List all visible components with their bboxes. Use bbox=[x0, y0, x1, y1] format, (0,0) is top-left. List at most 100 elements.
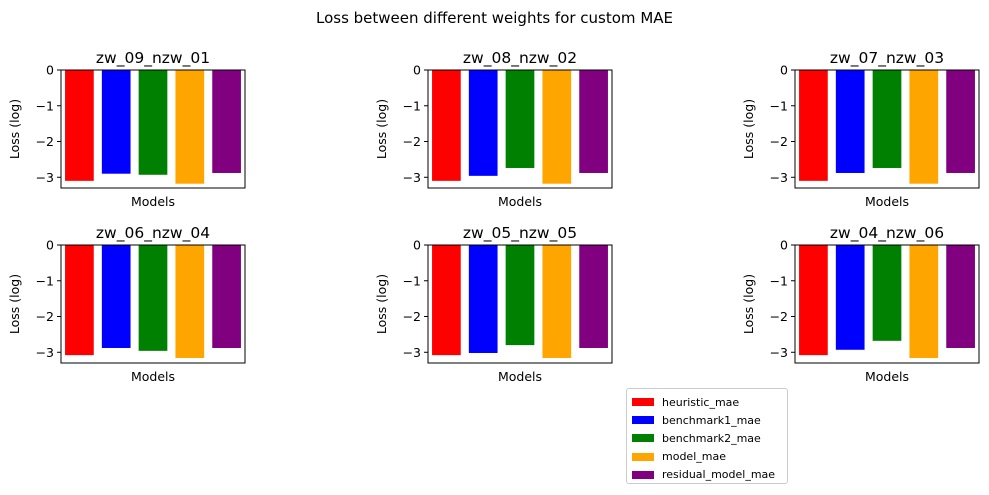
bar bbox=[212, 245, 241, 348]
bar bbox=[909, 70, 939, 184]
y-tick-label: −3 bbox=[770, 170, 788, 185]
y-tick-label: −2 bbox=[770, 134, 788, 149]
y-tick-label: −2 bbox=[36, 134, 54, 149]
subplot-grid: 0 −1 −2 −3 zw_09_nzw_01 Models Loss (log) 0 −1 −2… bbox=[7, 49, 980, 384]
y-axis-label: Loss (log) bbox=[741, 274, 756, 334]
bar bbox=[175, 245, 205, 358]
y-tick-label: −1 bbox=[770, 273, 788, 288]
subplot-title: zw_04_nzw_06 bbox=[830, 224, 944, 243]
legend-swatch bbox=[632, 416, 654, 425]
y-tick-label: 0 bbox=[413, 63, 421, 78]
bar bbox=[946, 70, 975, 173]
legend-label: heuristic_mae bbox=[662, 395, 740, 409]
legend-item: residual_model_mae bbox=[632, 466, 787, 484]
subplot-panel: 0 −1 −2 −3 zw_08_nzw_02 Models Loss (log) bbox=[374, 49, 613, 209]
y-axis-label: Loss (log) bbox=[374, 99, 389, 159]
y-tick-label: −1 bbox=[403, 98, 421, 113]
y-tick-label: −1 bbox=[36, 273, 54, 288]
subplot-panel: 0 −1 −2 −3 zw_09_nzw_01 Models Loss (log) bbox=[7, 49, 246, 209]
bar bbox=[505, 245, 535, 346]
figure-title: Loss between different weights for custo… bbox=[316, 9, 673, 27]
legend-item: heuristic_mae bbox=[632, 393, 787, 411]
bar bbox=[946, 245, 975, 348]
bar bbox=[432, 245, 461, 356]
legend-swatch bbox=[632, 434, 654, 443]
bar bbox=[468, 245, 498, 353]
axes-frame bbox=[794, 69, 980, 189]
subplot-title: zw_09_nzw_01 bbox=[96, 49, 210, 68]
y-axis-label: Loss (log) bbox=[7, 274, 22, 334]
subplot-title: zw_08_nzw_02 bbox=[463, 49, 577, 68]
legend-item: benchmark2_mae bbox=[632, 429, 787, 447]
subplot-panel: 0 −1 −2 −3 zw_05_nzw_05 Models Loss (log) bbox=[374, 224, 613, 384]
axes-frame bbox=[60, 69, 246, 189]
legend-item: model_mae bbox=[632, 448, 787, 466]
subplot-panel: 0 −1 −2 −3 zw_07_nzw_03 Models Loss (log) bbox=[741, 49, 980, 209]
bar bbox=[542, 245, 572, 358]
subplot-title: zw_07_nzw_03 bbox=[830, 49, 944, 68]
bar bbox=[468, 70, 498, 176]
bar bbox=[138, 70, 168, 175]
bar bbox=[175, 70, 205, 184]
x-axis-label: Models bbox=[865, 194, 909, 209]
legend-label: benchmark2_mae bbox=[662, 431, 761, 445]
y-tick-label: 0 bbox=[46, 63, 54, 78]
bar bbox=[835, 245, 865, 350]
y-tick-label: 0 bbox=[413, 238, 421, 253]
legend-swatch bbox=[632, 452, 654, 461]
bar bbox=[101, 70, 131, 174]
bar bbox=[65, 70, 94, 181]
y-tick-label: −1 bbox=[36, 98, 54, 113]
y-tick-label: 0 bbox=[780, 63, 788, 78]
legend: heuristic_mae benchmark1_mae benchmark2_… bbox=[626, 388, 788, 484]
subplot-title: zw_05_nzw_05 bbox=[463, 224, 577, 243]
bar bbox=[138, 245, 168, 351]
bar bbox=[799, 70, 828, 181]
subplot-panel: 0 −1 −2 −3 zw_06_nzw_04 Models Loss (log) bbox=[7, 224, 246, 384]
y-tick-label: 0 bbox=[780, 238, 788, 253]
legend-label: residual_model_mae bbox=[662, 468, 776, 482]
y-axis-label: Loss (log) bbox=[7, 99, 22, 159]
bar bbox=[579, 245, 608, 348]
axes-frame bbox=[60, 244, 246, 364]
axes-frame bbox=[427, 69, 613, 189]
subplot-title: zw_06_nzw_04 bbox=[96, 224, 210, 243]
y-tick-label: −2 bbox=[36, 309, 54, 324]
axes-frame bbox=[427, 244, 613, 364]
y-tick-label: −3 bbox=[36, 345, 54, 360]
bar bbox=[505, 70, 535, 168]
x-axis-label: Models bbox=[865, 369, 909, 384]
y-tick-label: −1 bbox=[770, 98, 788, 113]
legend-item: benchmark1_mae bbox=[632, 411, 787, 429]
y-tick-label: 0 bbox=[46, 238, 54, 253]
axes-frame bbox=[794, 244, 980, 364]
bar bbox=[542, 70, 572, 184]
y-tick-label: −2 bbox=[770, 309, 788, 324]
bar bbox=[65, 245, 94, 356]
y-tick-label: −2 bbox=[403, 134, 421, 149]
legend-swatch bbox=[632, 398, 654, 407]
x-axis-label: Models bbox=[131, 194, 175, 209]
x-axis-label: Models bbox=[498, 369, 542, 384]
legend-label: model_mae bbox=[662, 450, 726, 464]
bar bbox=[432, 70, 461, 181]
x-axis-label: Models bbox=[131, 369, 175, 384]
bar bbox=[212, 70, 241, 173]
y-axis-label: Loss (log) bbox=[374, 274, 389, 334]
y-tick-label: −3 bbox=[403, 345, 421, 360]
subplot-panel: 0 −1 −2 −3 zw_04_nzw_06 Models Loss (log) bbox=[741, 224, 980, 384]
x-axis-label: Models bbox=[498, 194, 542, 209]
y-tick-label: −2 bbox=[403, 309, 421, 324]
legend-label: benchmark1_mae bbox=[662, 413, 761, 427]
y-axis-label: Loss (log) bbox=[741, 99, 756, 159]
y-tick-label: −3 bbox=[36, 170, 54, 185]
legend-swatch bbox=[632, 470, 654, 479]
y-tick-label: −3 bbox=[770, 345, 788, 360]
bar bbox=[101, 245, 131, 348]
bar bbox=[872, 245, 902, 341]
y-tick-label: −3 bbox=[403, 170, 421, 185]
bar bbox=[909, 245, 939, 358]
bar bbox=[872, 70, 902, 168]
bar bbox=[799, 245, 828, 356]
